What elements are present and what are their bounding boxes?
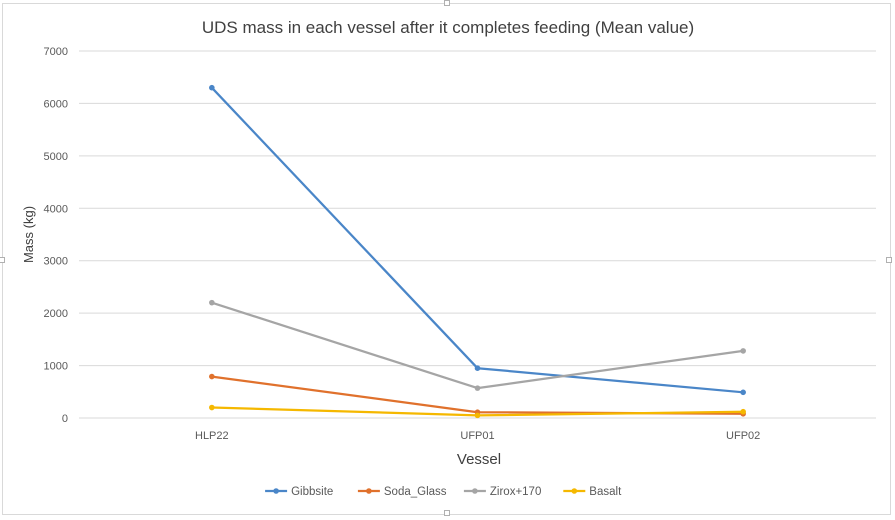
legend-label: Gibbsite: [291, 486, 333, 498]
legend-item: Basalt: [563, 486, 622, 498]
x-axis-tick-labels: HLP22 UFP01 UFP02: [195, 430, 760, 442]
legend-item: Soda_Glass: [357, 486, 447, 498]
y-tick-label: 6000: [44, 98, 68, 110]
data-point: [740, 408, 746, 415]
legend-swatch-marker: [273, 488, 279, 494]
x-tick-label: UFP01: [460, 430, 494, 442]
data-point: [209, 404, 215, 411]
resize-handle-left[interactable]: [0, 257, 5, 263]
series-line: [211, 301, 744, 390]
series-basalt: [209, 404, 746, 419]
legend-label: Soda_Glass: [384, 486, 447, 498]
y-tick-label: 7000: [44, 46, 68, 58]
data-point: [474, 412, 481, 419]
legend-label: Basalt: [589, 486, 622, 498]
y-tick-label: 0: [62, 413, 68, 425]
resize-handle-top[interactable]: [444, 0, 450, 6]
legend: Gibbsite Soda_Glass Zirox+170 Basalt: [265, 486, 622, 498]
y-tick-label: 4000: [44, 203, 68, 215]
legend-swatch-marker: [366, 488, 372, 494]
line-chart: UDS mass in each vessel after it complet…: [21, 18, 876, 498]
data-point: [209, 373, 215, 380]
legend-swatch-marker: [571, 488, 578, 494]
chart-title: UDS mass in each vessel after it complet…: [202, 18, 694, 37]
y-axis-title: Mass (kg): [21, 206, 36, 263]
y-axis-tick-labels: 0 1000 2000 3000 4000 5000 6000 7000: [44, 46, 68, 425]
y-tick-label: 2000: [44, 308, 68, 320]
legend-swatch-marker: [472, 488, 478, 494]
series-gibbsite: [209, 84, 746, 396]
series-zirox-170: [209, 299, 746, 391]
legend-item: Gibbsite: [265, 486, 333, 498]
resize-handle-right[interactable]: [886, 257, 892, 263]
data-point: [474, 365, 481, 371]
x-tick-label: UFP02: [726, 430, 760, 442]
data-point: [209, 84, 215, 91]
series-line: [211, 375, 744, 415]
data-point: [740, 389, 746, 396]
x-axis-title: Vessel: [457, 451, 501, 468]
resize-handle-bottom[interactable]: [444, 510, 450, 516]
y-tick-label: 1000: [44, 361, 68, 373]
data-point: [740, 348, 746, 354]
data-point: [209, 299, 215, 306]
y-tick-label: 5000: [44, 151, 68, 163]
x-tick-label: HLP22: [195, 430, 229, 442]
y-tick-label: 3000: [44, 256, 68, 268]
legend-item: Zirox+170: [463, 486, 541, 498]
series-lines: [209, 84, 746, 419]
legend-label: Zirox+170: [490, 486, 541, 498]
data-point: [474, 385, 481, 391]
gridlines: [79, 50, 876, 419]
series-line: [211, 86, 744, 394]
